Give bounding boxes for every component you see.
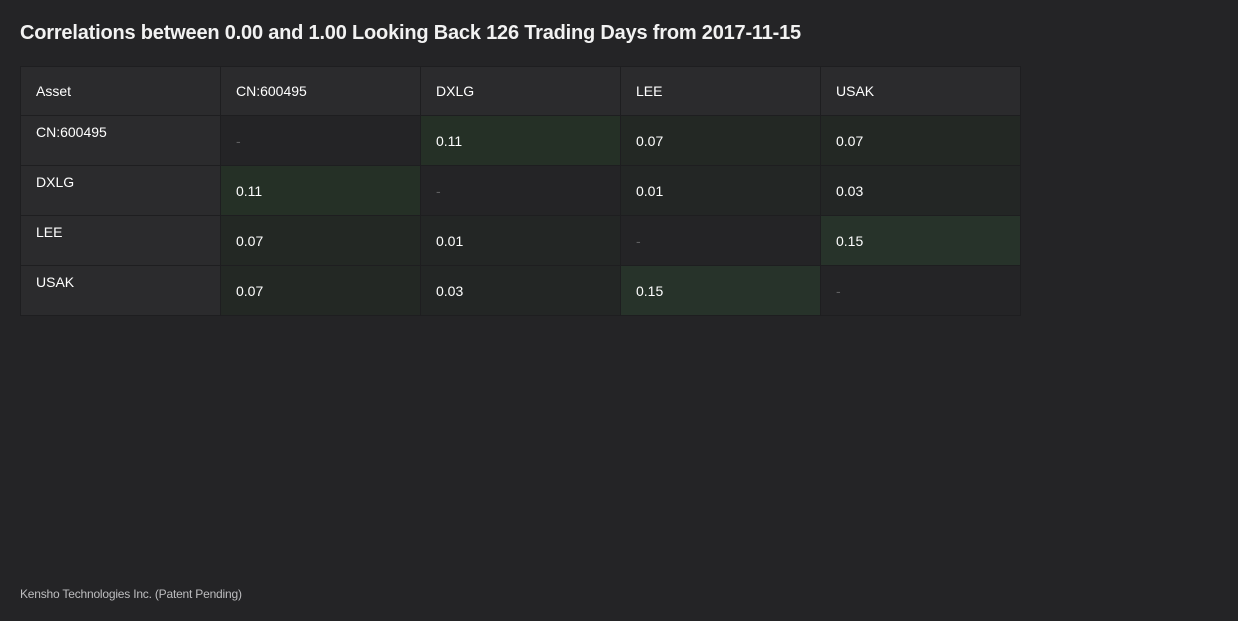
column-header: USAK: [820, 66, 1021, 116]
correlation-cell: 0.11: [220, 165, 421, 216]
table-header-row: Asset CN:600495 DXLG LEE USAK: [20, 66, 1021, 116]
row-header: LEE: [20, 215, 221, 266]
column-header: DXLG: [420, 66, 621, 116]
table-row: LEE 0.07 0.01 - 0.15: [20, 215, 1021, 266]
correlation-cell: 0.03: [820, 165, 1021, 216]
correlation-cell: -: [620, 215, 821, 266]
column-header: CN:600495: [220, 66, 421, 116]
correlation-cell: 0.07: [220, 265, 421, 316]
row-header: USAK: [20, 265, 221, 316]
correlation-cell: 0.07: [620, 115, 821, 166]
header-asset: Asset: [20, 66, 221, 116]
page-title: Correlations between 0.00 and 1.00 Looki…: [20, 22, 801, 44]
correlation-cell: -: [820, 265, 1021, 316]
correlation-cell: 0.01: [420, 215, 621, 266]
correlation-cell: -: [420, 165, 621, 216]
footer-copyright: Kensho Technologies Inc. (Patent Pending…: [20, 587, 242, 601]
correlation-cell: 0.07: [820, 115, 1021, 166]
row-header: DXLG: [20, 165, 221, 216]
column-header: LEE: [620, 66, 821, 116]
correlation-cell: 0.11: [420, 115, 621, 166]
table-row: DXLG 0.11 - 0.01 0.03: [20, 165, 1021, 216]
row-header: CN:600495: [20, 115, 221, 166]
correlation-cell: -: [220, 115, 421, 166]
table-row: CN:600495 - 0.11 0.07 0.07: [20, 115, 1021, 166]
correlation-cell: 0.01: [620, 165, 821, 216]
table-row: USAK 0.07 0.03 0.15 -: [20, 265, 1021, 316]
correlation-cell: 0.15: [820, 215, 1021, 266]
correlation-table: Asset CN:600495 DXLG LEE USAK CN:600495 …: [20, 66, 1021, 316]
correlation-cell: 0.07: [220, 215, 421, 266]
correlation-cell: 0.15: [620, 265, 821, 316]
correlation-cell: 0.03: [420, 265, 621, 316]
